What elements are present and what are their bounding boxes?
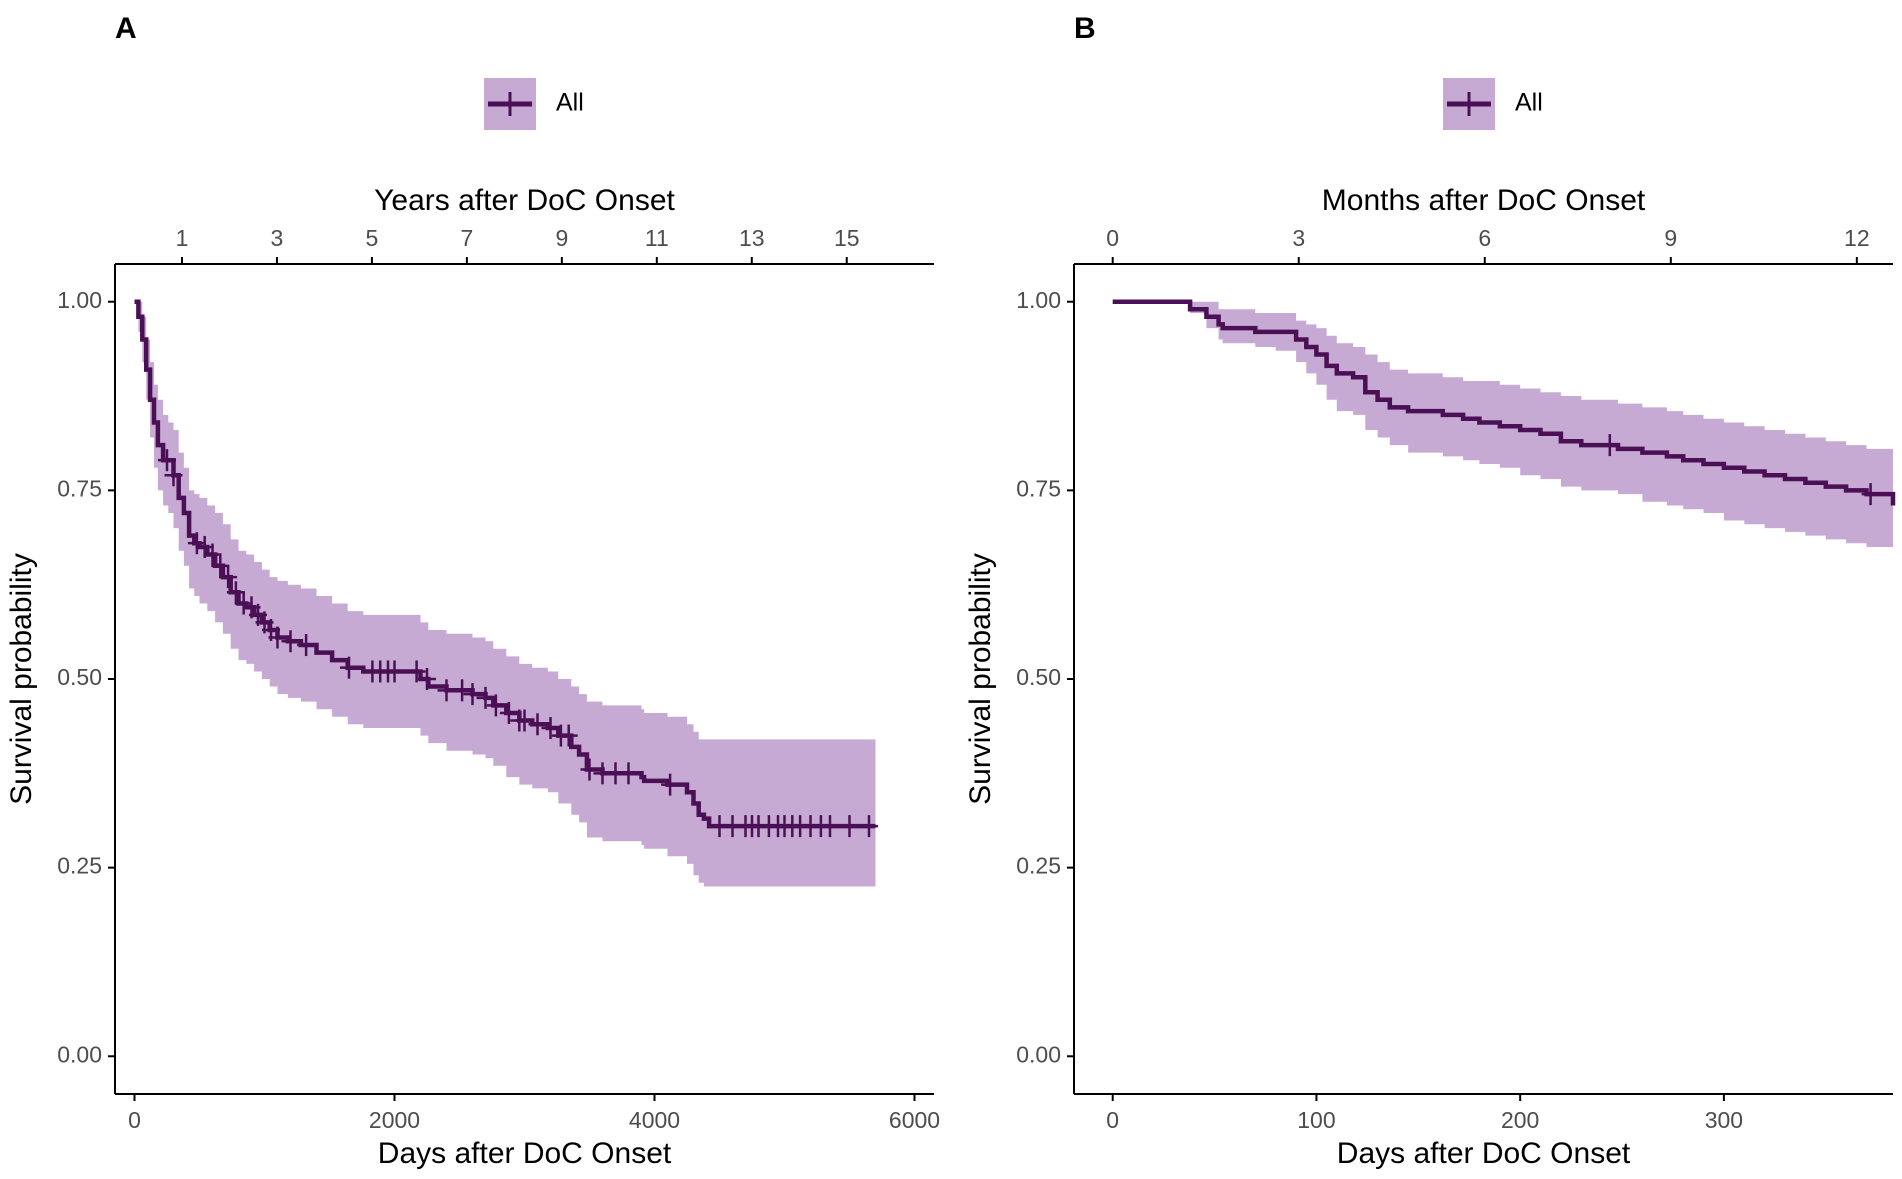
- top-x-tick-label: 9: [555, 225, 568, 251]
- y-tick-label: 0.25: [1016, 853, 1061, 879]
- panel-b: B All 0.00 0.25 0.50 0.75 1.00 0 100 200 300 0 3 6 9 12…: [964, 12, 1896, 1170]
- panel-letter: B: [1074, 12, 1096, 45]
- y-tick-label: 1.00: [57, 287, 102, 313]
- x-tick-label: 100: [1297, 1107, 1335, 1133]
- y-tick-label: 0.75: [1016, 475, 1061, 501]
- x-axis-title: Days after DoC Onset: [1337, 1137, 1631, 1170]
- survival-curve: [1112, 299, 1896, 506]
- top-x-tick-label: 7: [460, 225, 473, 251]
- top-x-tick-label: 1: [176, 225, 189, 251]
- top-x-tick-label: 15: [834, 225, 860, 251]
- top-x-tick-label: 13: [739, 225, 765, 251]
- y-tick-label: 0.50: [57, 664, 102, 690]
- y-tick-label: 0.00: [57, 1041, 102, 1067]
- legend: All: [1443, 78, 1543, 130]
- x-tick-label: 200: [1501, 1107, 1539, 1133]
- top-x-tick-label: 11: [645, 225, 669, 251]
- y-tick-label: 1.00: [1016, 287, 1061, 313]
- x-tick-label: 0: [1106, 1107, 1119, 1133]
- x-tick-label: 300: [1705, 1107, 1743, 1133]
- top-x-tick-label: 12: [1844, 225, 1870, 251]
- panel-letter: A: [115, 12, 137, 45]
- x-tick-label: 6000: [889, 1107, 940, 1133]
- top-x-tick-label: 9: [1664, 225, 1677, 251]
- x-tick-label: 4000: [629, 1107, 680, 1133]
- x-tick-label: 2000: [369, 1107, 420, 1133]
- y-tick-label: 0.00: [1016, 1041, 1061, 1067]
- top-axis-title: Years after DoC Onset: [374, 184, 675, 217]
- y-tick-label: 0.25: [57, 853, 102, 879]
- top-x-tick-label: 3: [271, 225, 284, 251]
- legend: All: [484, 78, 584, 130]
- top-x-tick-label: 0: [1106, 225, 1119, 251]
- legend-label: All: [556, 89, 584, 117]
- legend-label: All: [1515, 89, 1543, 117]
- y-tick-label: 0.50: [1016, 664, 1061, 690]
- y-axis-title: Survival probability: [964, 553, 997, 805]
- top-x-tick-label: 6: [1478, 225, 1491, 251]
- y-tick-label: 0.75: [57, 475, 102, 501]
- top-axis-title: Months after DoC Onset: [1322, 184, 1646, 217]
- confidence-band: [134, 301, 876, 887]
- y-axis-title: Survival probability: [5, 553, 38, 805]
- x-axis-title: Days after DoC Onset: [378, 1137, 672, 1170]
- x-tick-label: 0: [128, 1107, 141, 1133]
- top-x-tick-label: 5: [366, 225, 379, 251]
- top-x-tick-label: 3: [1292, 225, 1305, 251]
